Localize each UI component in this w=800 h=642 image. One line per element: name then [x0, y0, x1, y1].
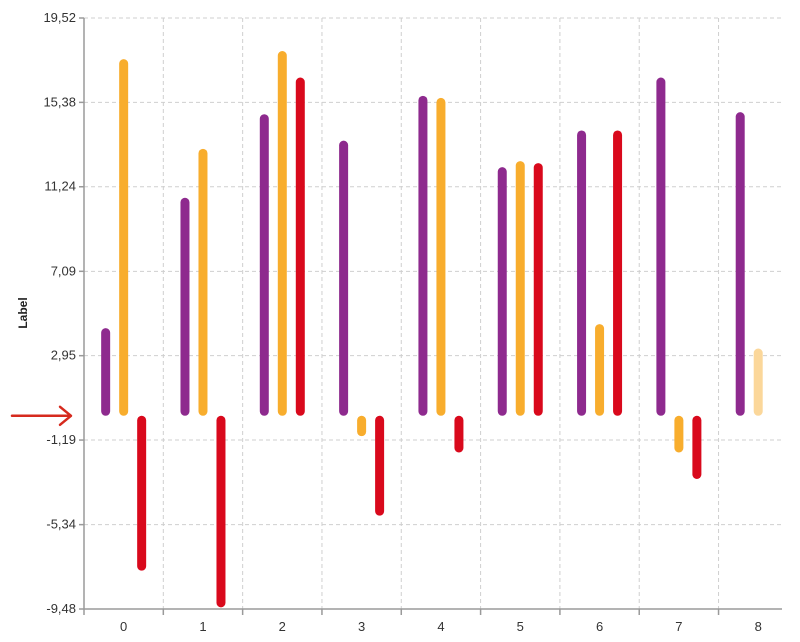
bar-8-s1 [753, 348, 763, 416]
y-tick-label: 2,95 [51, 348, 76, 363]
x-tick-label: 7 [675, 619, 682, 634]
bar-6-s2 [613, 130, 623, 416]
y-tick-label: 19,52 [43, 10, 76, 25]
y-tick-label: -9,48 [46, 601, 76, 616]
x-tick-label: 4 [437, 619, 444, 634]
x-tick-label: 5 [517, 619, 524, 634]
y-tick-label: 15,38 [43, 94, 76, 109]
bar-5-s0 [497, 167, 507, 416]
bar-0-s1 [119, 59, 129, 416]
x-tick-label: 1 [199, 619, 206, 634]
arrow-icon [10, 405, 73, 427]
bar-8-s0 [735, 112, 745, 416]
y-tick-label: 11,24 [44, 179, 76, 194]
bar-1-s2 [216, 415, 226, 608]
bar-1-s0 [180, 197, 190, 416]
bar-5-s1 [515, 161, 525, 416]
bar-6-s0 [577, 130, 587, 416]
bar-4-s1 [436, 97, 446, 416]
bar-6-s1 [595, 324, 605, 416]
zero-arrow-marker [10, 405, 73, 427]
y-tick-label: -1,19 [46, 432, 76, 447]
bars [101, 51, 763, 608]
x-tick-labels: 0 1 2 3 4 5 6 7 8 [120, 619, 762, 634]
bar-0-s2 [137, 415, 147, 571]
x-tick-label: 6 [596, 619, 603, 634]
bar-3-s0 [339, 140, 349, 416]
bar-0-s0 [101, 328, 111, 416]
grid-lines [84, 17, 782, 609]
bar-7-s1 [674, 415, 684, 453]
bar-3-s1 [357, 415, 367, 437]
bar-4-s2 [454, 415, 464, 453]
bar-4-s0 [418, 95, 428, 416]
x-tick-label: 2 [279, 619, 286, 634]
x-tick-label: 3 [358, 619, 365, 634]
axes [79, 17, 782, 615]
bar-1-s1 [198, 148, 208, 416]
bar-2-s0 [259, 114, 269, 416]
bar-5-s2 [533, 163, 543, 416]
x-tick-label: 8 [755, 619, 762, 634]
y-tick-label: -5,34 [46, 517, 76, 532]
y-tick-label: 7,09 [51, 263, 76, 278]
bar-2-s2 [295, 77, 305, 416]
bar-7-s0 [656, 77, 666, 416]
bar-7-s2 [692, 415, 702, 479]
y-axis-title: Label [16, 297, 30, 328]
x-tick-label: 0 [120, 619, 127, 634]
y-tick-labels: 19,52 15,38 11,24 7,09 2,95 -1,19 -5,34 -9,48 [43, 10, 76, 616]
bar-2-s1 [277, 51, 287, 416]
bar-3-s2 [375, 415, 385, 516]
